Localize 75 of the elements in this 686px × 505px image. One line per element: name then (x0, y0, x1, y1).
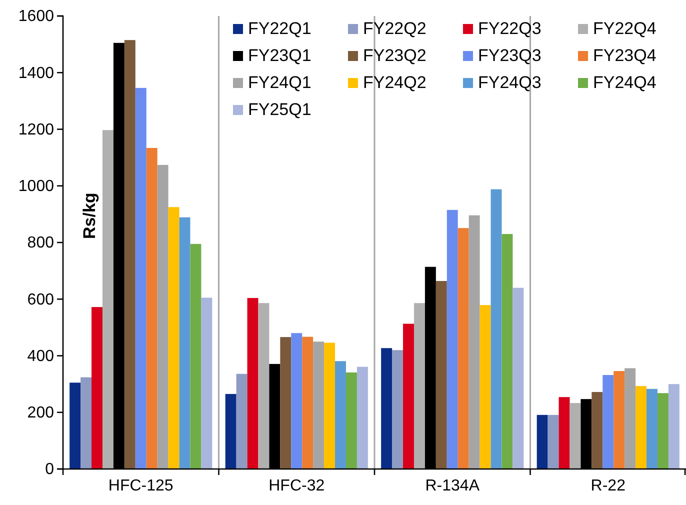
bar (346, 372, 357, 469)
bar (280, 337, 292, 469)
bar (668, 384, 680, 469)
bar (602, 375, 614, 469)
bar (102, 130, 114, 469)
x-tick-label: R-134A (425, 477, 480, 494)
legend-label: FY23Q1 (248, 46, 312, 65)
legend-label: FY23Q2 (363, 46, 426, 65)
legend-label: FY22Q1 (248, 19, 312, 38)
bar (179, 217, 190, 469)
bar (657, 393, 668, 469)
bar (247, 298, 258, 469)
bar (190, 244, 202, 469)
bar (146, 148, 158, 469)
bar (436, 281, 447, 469)
bar (313, 342, 324, 469)
bar (291, 333, 302, 469)
bar (92, 307, 102, 469)
y-axis-title: Rs/kg (80, 192, 99, 240)
y-tick-label: 1000 (18, 178, 54, 195)
bar (381, 348, 392, 469)
legend-label: FY24Q1 (248, 73, 312, 92)
y-tick-label: 1600 (18, 8, 54, 26)
bar (480, 305, 491, 469)
y-tick-label: 1200 (18, 121, 54, 138)
bar (624, 368, 636, 469)
bar (570, 403, 581, 469)
bar (168, 207, 180, 469)
bar (258, 303, 270, 469)
bar (135, 88, 146, 469)
bar (446, 210, 458, 469)
bar (548, 414, 559, 469)
y-tick-label: 600 (27, 291, 54, 308)
y-tick-label: 0 (45, 461, 54, 478)
bar (403, 324, 414, 469)
y-tick-label: 200 (27, 404, 54, 422)
x-tick-label: HFC-32 (268, 477, 325, 494)
x-tick-label: HFC-125 (108, 477, 174, 494)
x-tick-label: R-22 (590, 477, 626, 494)
legend-label: FY24Q4 (593, 73, 656, 92)
legend-label: FY24Q3 (478, 73, 542, 92)
bar (468, 215, 480, 469)
bar (356, 366, 368, 469)
bar (392, 350, 404, 469)
y-tick-label: 1400 (18, 64, 54, 82)
bar (157, 164, 168, 469)
bar (512, 288, 524, 469)
bar (324, 342, 336, 469)
legend-label: FY23Q3 (478, 46, 542, 65)
legend-label: FY22Q4 (593, 19, 656, 38)
bar (646, 388, 658, 469)
legend-label: FY22Q3 (478, 19, 542, 38)
bar (225, 394, 236, 469)
bar (414, 303, 425, 469)
bar (236, 374, 248, 469)
bar (614, 371, 625, 469)
bar (558, 397, 570, 469)
y-tick-label: 800 (27, 234, 54, 252)
bar (592, 392, 603, 469)
bar (458, 228, 469, 469)
bar (335, 361, 346, 469)
bar (636, 386, 647, 469)
bar (124, 40, 136, 469)
legend-label: FY25Q1 (248, 100, 312, 119)
y-tick-label: 400 (27, 348, 54, 365)
bar (302, 336, 314, 469)
bar (490, 189, 502, 469)
bar (201, 298, 212, 469)
bar (70, 382, 81, 469)
legend-label: FY24Q2 (363, 73, 426, 92)
bar (502, 234, 513, 469)
bar (80, 377, 92, 469)
legend-label: FY23Q4 (593, 46, 656, 65)
bar (536, 414, 548, 469)
legend-label: FY22Q2 (363, 19, 426, 38)
